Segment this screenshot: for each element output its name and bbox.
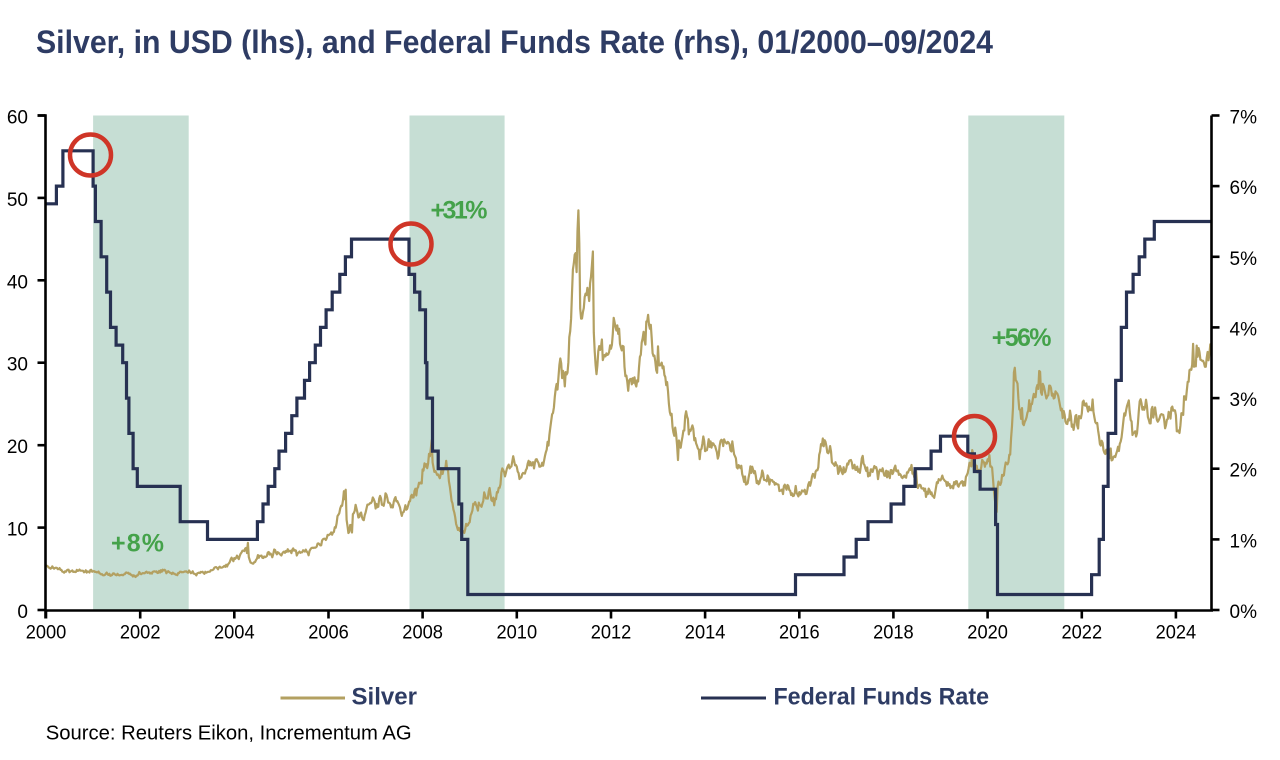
svg-text:2002: 2002 [120, 623, 161, 644]
svg-text:2012: 2012 [591, 623, 632, 644]
svg-text:0%: 0% [1230, 602, 1258, 623]
svg-text:10: 10 [7, 520, 28, 541]
svg-text:2010: 2010 [497, 623, 538, 644]
svg-text:2022: 2022 [1062, 623, 1103, 644]
svg-text:2%: 2% [1230, 461, 1258, 482]
svg-text:20: 20 [7, 437, 28, 458]
svg-text:Source: Reuters Eikon, Increme: Source: Reuters Eikon, Incrementum AG [46, 721, 412, 744]
svg-text:2020: 2020 [967, 623, 1008, 644]
svg-text:2018: 2018 [873, 623, 914, 644]
svg-text:2024: 2024 [1156, 623, 1197, 644]
svg-text:+31%: +31% [431, 196, 488, 224]
svg-text:2000: 2000 [26, 623, 67, 644]
svg-text:2016: 2016 [779, 623, 820, 644]
svg-text:6%: 6% [1230, 178, 1258, 199]
svg-text:Federal Funds Rate: Federal Funds Rate [774, 684, 990, 711]
svg-text:7%: 7% [1230, 108, 1258, 129]
svg-text:2004: 2004 [214, 623, 255, 644]
svg-text:Silver, in USD (lhs), and Fede: Silver, in USD (lhs), and Federal Funds … [36, 24, 993, 60]
svg-text:2014: 2014 [685, 623, 726, 644]
svg-text:5%: 5% [1230, 249, 1258, 270]
svg-text:2006: 2006 [308, 623, 349, 644]
svg-text:60: 60 [7, 108, 28, 129]
svg-text:3%: 3% [1230, 390, 1258, 411]
svg-text:0: 0 [17, 602, 28, 623]
svg-text:30: 30 [7, 355, 28, 376]
svg-text:Silver: Silver [352, 684, 418, 711]
svg-text:50: 50 [7, 190, 28, 211]
svg-text:40: 40 [7, 272, 28, 293]
svg-text:+56%: +56% [992, 324, 1052, 352]
svg-text:4%: 4% [1230, 319, 1258, 340]
svg-text:1%: 1% [1230, 531, 1258, 552]
svg-text:2008: 2008 [402, 623, 443, 644]
svg-text:+8%: +8% [111, 530, 164, 558]
